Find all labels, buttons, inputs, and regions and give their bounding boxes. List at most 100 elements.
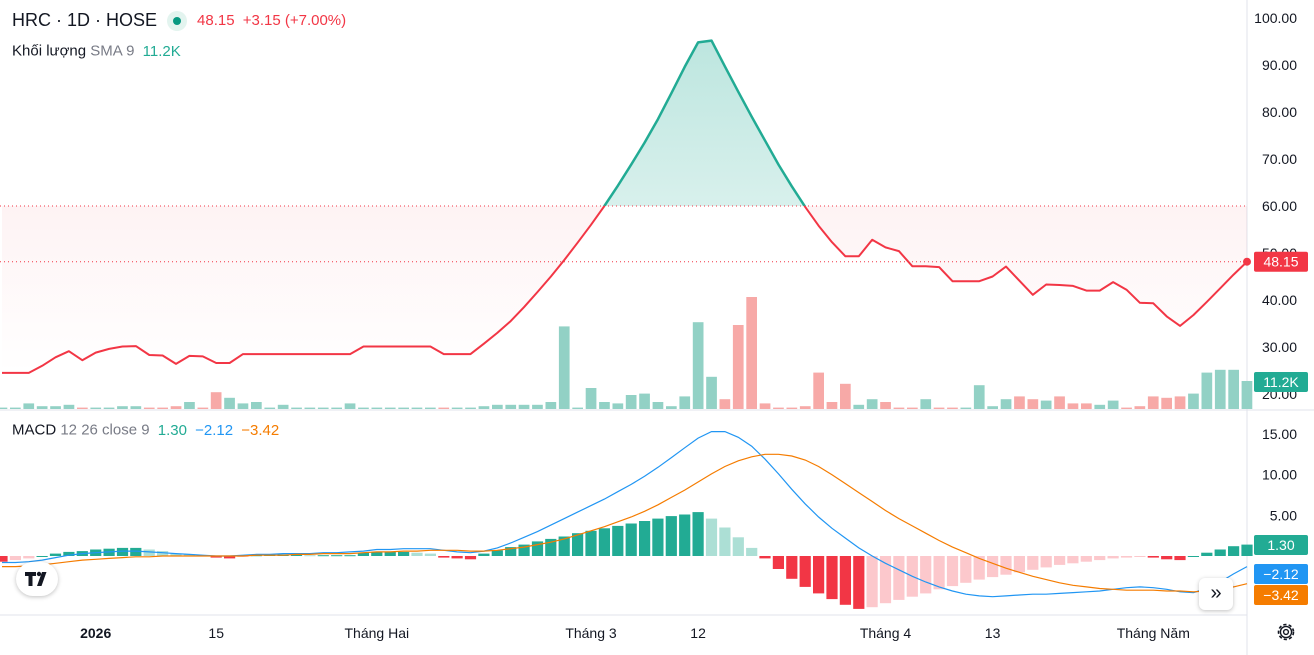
gear-icon[interactable] — [1274, 620, 1298, 644]
macd-histogram-bar — [304, 555, 316, 557]
macd-histogram-bar — [1174, 556, 1186, 561]
macd-histogram-bar — [1040, 556, 1052, 568]
volume-bar — [63, 404, 75, 409]
volume-bar — [50, 406, 61, 409]
macd-histogram-bar — [839, 556, 851, 605]
macd-histogram-bar — [598, 528, 610, 556]
volume-bar — [0, 407, 8, 409]
macd-histogram-bar — [357, 552, 369, 556]
volume-legend[interactable]: Khối lượng SMA 9 11.2K — [12, 42, 181, 60]
signal-line-tag-bg — [1254, 585, 1308, 605]
volume-bar — [1174, 396, 1186, 409]
volume-bar — [184, 402, 195, 409]
macd-histogram-bar — [1107, 556, 1119, 559]
macd-histogram-bar — [23, 556, 35, 559]
volume-bar — [532, 404, 543, 409]
time-axis-tick-label: 12 — [690, 625, 706, 641]
market-status-icon[interactable] — [167, 10, 188, 31]
volume-bar — [1000, 399, 1012, 409]
volume-bar — [1147, 396, 1159, 409]
macd-histogram-bar — [799, 556, 811, 587]
volume-bar — [933, 407, 945, 409]
macd-histogram-bar — [705, 518, 718, 556]
volume-bars — [0, 297, 1253, 409]
volume-bar — [1188, 393, 1199, 409]
price-axis-tick-label: 30.00 — [1262, 339, 1297, 355]
macd-line-tag-bg — [1254, 564, 1308, 584]
price-axis-tick-label: 80.00 — [1262, 104, 1297, 120]
volume-bar — [36, 406, 48, 409]
macd-legend-hist: −3.42 — [241, 421, 280, 439]
price-change: +3.15 (+7.00%) — [242, 12, 347, 29]
volume-bar — [210, 392, 222, 409]
volume-bar — [652, 402, 664, 409]
time-axis-tick-label: 2026 — [80, 625, 111, 641]
volume-legend-value: 11.2K — [142, 42, 181, 60]
macd-histogram-bar — [170, 553, 182, 556]
macd-histogram-bar — [63, 551, 75, 556]
macd-histogram-bar — [920, 556, 932, 594]
volume-legend-params: SMA 9 — [90, 42, 135, 60]
volume-bar — [973, 385, 985, 409]
macd-histogram-bar — [866, 556, 878, 608]
macd-legend-macd: 1.30 — [157, 421, 187, 439]
macd-histogram-bar — [384, 551, 396, 556]
macd-histogram-bar — [692, 512, 704, 556]
volume-bar — [1134, 406, 1146, 409]
volume-bar — [960, 407, 972, 409]
volume-bar — [117, 406, 128, 409]
macd-histogram-bar — [36, 556, 48, 557]
macd-histogram-bar — [183, 554, 195, 556]
macd-histogram-bar — [518, 544, 530, 556]
macd-histogram-bar — [1241, 544, 1253, 556]
volume-bar — [813, 372, 824, 409]
volume-bar — [304, 407, 316, 409]
macd-histogram-bar — [130, 547, 142, 556]
time-axis-tick-label: 13 — [985, 625, 1001, 641]
volume-bar — [907, 407, 918, 409]
macd-lines — [2, 431, 1248, 598]
volume-bar — [746, 297, 757, 409]
symbol-legend: HRC · 1D · HOSE 48.15 +3.15 (+7.00%) — [12, 10, 346, 31]
volume-bar — [1040, 400, 1052, 409]
volume-bar — [773, 407, 784, 409]
volume-bar — [826, 402, 838, 409]
macd-histogram-bar — [545, 538, 557, 556]
macd-histogram-bar — [1027, 556, 1039, 570]
volume-bar — [625, 395, 637, 409]
symbol-title[interactable]: HRC · 1D · HOSE — [12, 10, 158, 30]
volume-bar — [759, 403, 771, 409]
macd-histogram-bar — [224, 556, 236, 559]
volume-bar — [719, 399, 731, 409]
volume-bar — [639, 393, 650, 409]
macd-histogram-bar — [478, 553, 490, 556]
volume-bar — [358, 407, 369, 409]
volume-bar — [237, 403, 249, 409]
time-axis-tick-label: Tháng 4 — [860, 625, 912, 641]
macd-legend[interactable]: MACD 12 26 close 9 1.30 −2.12 −3.42 — [12, 421, 279, 439]
double-chevron-right-icon[interactable]: » — [1199, 578, 1233, 610]
macd-histogram-bar — [398, 551, 410, 556]
volume-bar — [612, 403, 624, 409]
macd-hist-tag: 1.30 — [1267, 537, 1294, 553]
macd-legend-signal: −2.12 — [195, 421, 234, 439]
volume-bar — [1067, 403, 1079, 409]
macd-histogram-bar — [49, 553, 62, 556]
price-axis-tick-label: 100.00 — [1254, 10, 1297, 26]
volume-bar — [692, 322, 704, 409]
volume-tag-bg — [1254, 372, 1308, 392]
tradingview-logo-icon[interactable] — [16, 562, 58, 596]
volume-bar — [411, 407, 423, 409]
macd-histogram-bar — [786, 556, 798, 579]
macd-histogram-bar — [451, 556, 463, 559]
macd-histogram-bar — [960, 556, 972, 583]
volume-bar — [344, 403, 356, 409]
macd-histogram-bar — [344, 555, 356, 557]
macd-histogram-bar — [558, 536, 570, 556]
last-price-tag-bg — [1254, 251, 1308, 272]
price-line-above — [602, 39, 807, 206]
volume-legend-label: Khối lượng — [12, 42, 87, 60]
volume-bar — [23, 403, 35, 409]
macd-histogram-bar — [946, 556, 959, 587]
